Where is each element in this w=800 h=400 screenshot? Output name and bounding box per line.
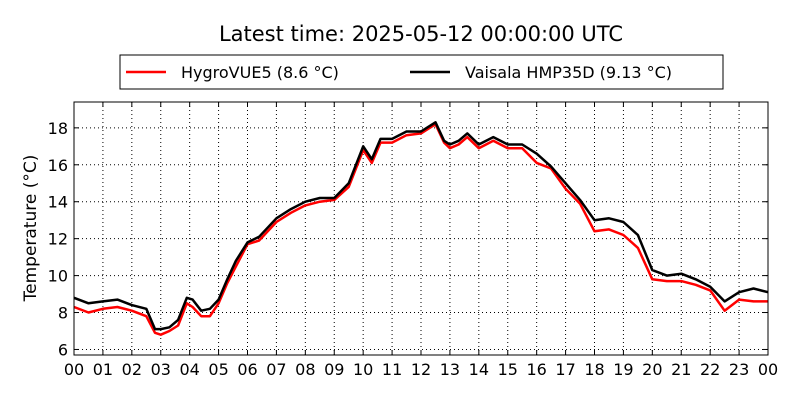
- x-tick-label: 07: [266, 360, 286, 379]
- chart-title: Latest time: 2025-05-12 00:00:00 UTC: [219, 22, 623, 46]
- series-line-vaisala: [73, 121, 769, 331]
- y-tick-label: 6: [58, 340, 68, 359]
- x-tick-label: 18: [584, 360, 604, 379]
- y-tick-label: 10: [48, 267, 68, 286]
- legend-label-hygrovue5: HygroVUE5 (8.6 °C): [181, 63, 339, 82]
- x-tick-label: 16: [526, 360, 546, 379]
- x-tick-label: 19: [613, 360, 633, 379]
- legend: HygroVUE5 (8.6 °C) Vaisala HMP35D (9.13 …: [119, 54, 724, 90]
- x-tick-label: 08: [295, 360, 315, 379]
- y-tick-label: 12: [48, 230, 68, 249]
- x-tick-label: 00: [758, 360, 778, 379]
- y-tick-label: 8: [58, 304, 68, 323]
- x-axis: 00 01 02 03 04 05 06 07 08 09 10 11 12 13 14 15 16 17 18 19…: [64, 102, 778, 379]
- x-tick-label: 22: [700, 360, 720, 379]
- plot-lines: [73, 121, 769, 336]
- x-tick-label: 02: [122, 360, 142, 379]
- x-tick-label: 05: [208, 360, 228, 379]
- x-tick-label: 00: [64, 360, 84, 379]
- x-tick-label: 13: [440, 360, 460, 379]
- x-tick-label: 10: [353, 360, 373, 379]
- x-tick-label: 04: [179, 360, 199, 379]
- x-tick-label: 01: [93, 360, 113, 379]
- y-tick-label: 18: [48, 119, 68, 138]
- x-tick-label: 15: [498, 360, 518, 379]
- x-tick-label: 09: [324, 360, 344, 379]
- y-axis-label: Temperature (°C): [21, 155, 41, 303]
- x-tick-label: 17: [555, 360, 575, 379]
- y-tick-label: 14: [48, 193, 68, 212]
- legend-label-vaisala: Vaisala HMP35D (9.13 °C): [465, 63, 672, 82]
- x-tick-label: 14: [469, 360, 489, 379]
- x-tick-label: 23: [729, 360, 749, 379]
- y-tick-label: 16: [48, 156, 68, 175]
- x-tick-label: 20: [642, 360, 662, 379]
- series-line-hygrovue5: [73, 122, 768, 336]
- y-axis: 6 8 10 12 14 16 18: [48, 119, 768, 359]
- x-tick-label: 21: [671, 360, 691, 379]
- x-tick-label: 12: [411, 360, 431, 379]
- x-tick-label: 11: [382, 360, 402, 379]
- x-tick-label: 06: [237, 360, 257, 379]
- x-tick-label: 03: [151, 360, 171, 379]
